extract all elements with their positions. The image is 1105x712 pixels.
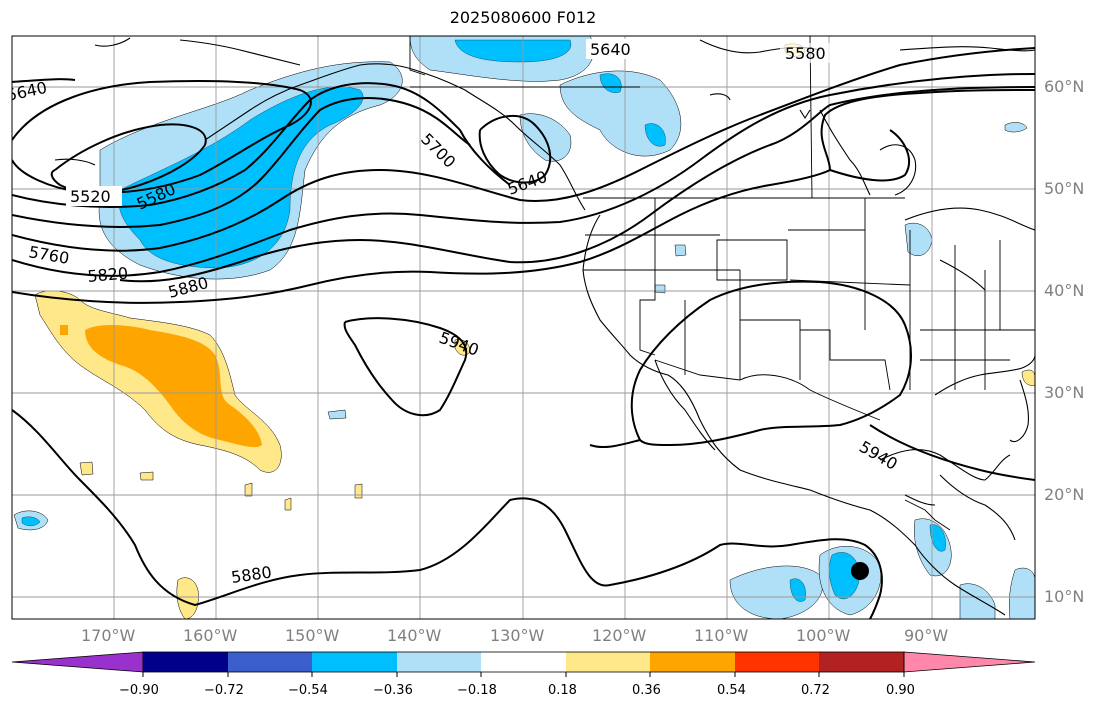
map-plot-area: 5640 5580 5520 5580 5700 5640 5760 5820 …: [12, 36, 1035, 619]
lon-label: 90°W: [904, 626, 949, 645]
colorbar-tick-label: −0.90: [119, 683, 159, 698]
height-contours: [12, 47, 1035, 619]
storm-center-dot: [851, 562, 869, 580]
contour-label: 5580: [785, 44, 826, 63]
colorbar-tick-label: −0.54: [288, 683, 328, 698]
lat-label: 60°N: [1044, 77, 1085, 96]
lon-label: 120°W: [592, 626, 647, 645]
lon-label: 130°W: [490, 626, 545, 645]
colorbar-tick-label: 0.36: [632, 683, 661, 698]
contour-label: 5520: [70, 187, 111, 206]
coastlines: [54, 37, 1035, 616]
contour-label: 5820: [87, 264, 129, 286]
graticule: [12, 36, 1035, 619]
colorbar-extend-left: [11, 651, 144, 673]
political-borders: [409, 36, 1035, 531]
colorbar-tick-label: 0.54: [717, 683, 746, 698]
lat-label: 30°N: [1044, 383, 1085, 402]
lon-label: 170°W: [81, 626, 136, 645]
lon-label: 110°W: [694, 626, 749, 645]
colorbar-tick-label: −0.36: [373, 683, 413, 698]
map-title: 2025080600 F012: [449, 8, 597, 27]
lat-label: 40°N: [1044, 281, 1085, 300]
colorbar-tick-label: −0.18: [457, 683, 497, 698]
map-frame: [11, 35, 1036, 620]
colorbar-tick-label: −0.72: [204, 683, 244, 698]
colorbar-tick-label: 0.18: [548, 683, 577, 698]
lon-label: 100°W: [796, 626, 851, 645]
shaded-field-orange: [60, 325, 262, 448]
lon-label: 150°W: [285, 626, 340, 645]
shaded-field-blue: [21, 39, 946, 602]
colorbar-tick-label: 0.90: [886, 683, 915, 698]
colorbar-extend-right: [903, 651, 1036, 673]
lon-label: 140°W: [387, 626, 442, 645]
lat-label: 50°N: [1044, 179, 1085, 198]
lon-label: 160°W: [183, 626, 238, 645]
colorbar-tick-label: 0.72: [801, 683, 830, 698]
colorbar: [11, 651, 1036, 677]
contour-label: 5640: [590, 40, 631, 59]
lat-label: 20°N: [1044, 485, 1085, 504]
lat-label: 10°N: [1044, 587, 1085, 606]
